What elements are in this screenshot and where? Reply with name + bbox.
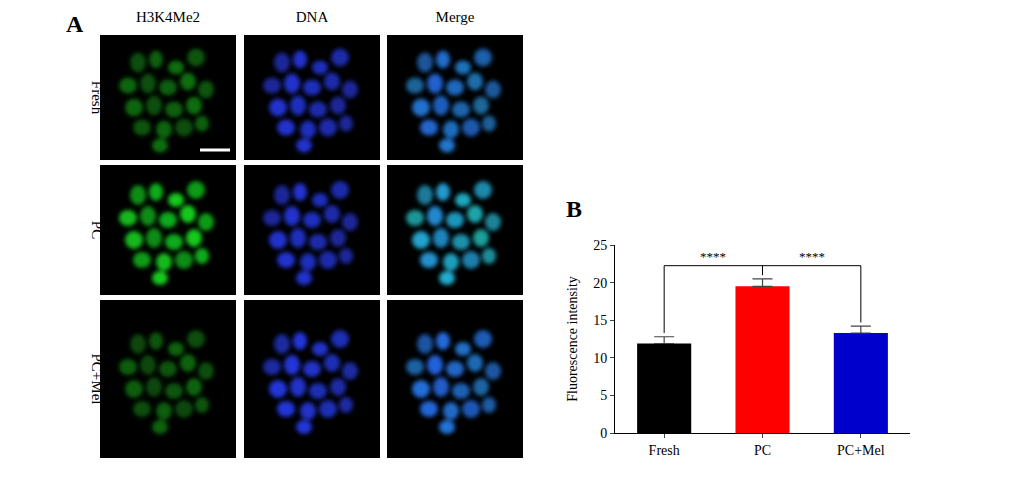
svg-text:PC+Mel: PC+Mel	[89, 353, 105, 405]
svg-text:PC: PC	[89, 220, 105, 240]
svg-text:****: ****	[700, 249, 726, 264]
svg-text:PC+Mel: PC+Mel	[837, 443, 885, 458]
svg-text:DNA: DNA	[296, 9, 329, 25]
svg-text:Fluorescence intensity: Fluorescence intensity	[565, 276, 580, 402]
svg-text:****: ****	[799, 249, 825, 264]
svg-text:A: A	[66, 11, 84, 37]
html-text:B: B	[566, 196, 582, 222]
svg-text:5: 5	[600, 388, 607, 403]
svg-text:10: 10	[593, 351, 607, 366]
svg-text:0: 0	[600, 426, 607, 441]
svg-text:Merge: Merge	[436, 9, 475, 25]
svg-text:25: 25	[593, 238, 607, 253]
svg-text:15: 15	[593, 313, 607, 328]
svg-text:Fresh: Fresh	[89, 80, 105, 115]
svg-text:20: 20	[593, 276, 607, 291]
svg-text:H3K4Me2: H3K4Me2	[136, 9, 200, 25]
svg-text:PC: PC	[754, 443, 771, 458]
svg-text:Fresh: Fresh	[649, 443, 680, 458]
